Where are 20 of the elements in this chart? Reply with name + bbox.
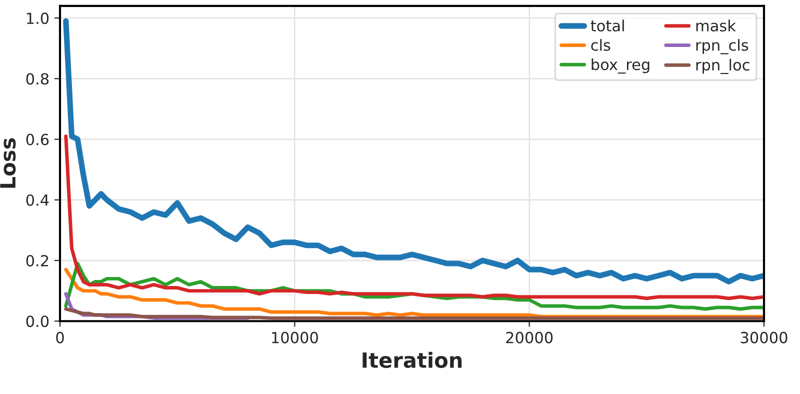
legend-label: cls — [591, 39, 610, 51]
x-tick-label: 30000 — [740, 332, 788, 344]
legend-label: box_reg — [592, 58, 650, 74]
legend-label: rpn_cls — [696, 39, 748, 54]
y-tick-label: 0.0 — [26, 316, 49, 328]
line-series — [64, 134, 764, 300]
line-series — [64, 307, 764, 320]
legend-label: mask — [696, 20, 736, 32]
y-tick-label: 0.2 — [26, 254, 48, 267]
x-tick-label: 20000 — [506, 332, 553, 344]
x-tick-label: 10000 — [272, 332, 318, 344]
y-tick-label: 1.0 — [26, 12, 49, 24]
y-tick-label: 0.6 — [26, 134, 49, 146]
x-tick-label: 0 — [56, 332, 64, 344]
y-tick-label: 0.4 — [26, 194, 49, 206]
x-axis-title: Iteration — [362, 352, 462, 368]
legend-label: rpn_loc — [696, 58, 750, 74]
y-tick-label: 0.8 — [26, 73, 49, 85]
legend-label: total — [590, 20, 624, 32]
y-axis-title: Loss — [0, 138, 16, 188]
